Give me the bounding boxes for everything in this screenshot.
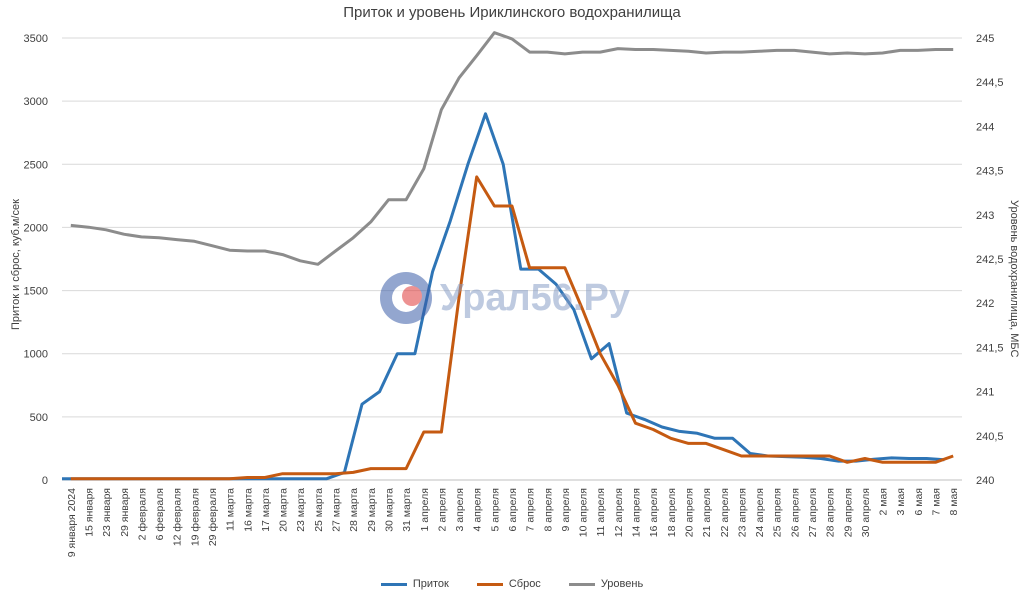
x-tick-label: 20 апреля — [683, 488, 695, 537]
x-tick-label: 27 апреля — [807, 488, 819, 537]
x-tick-label: 8 апреля — [542, 488, 554, 531]
y-tick-label-right: 241,5 — [976, 342, 1004, 354]
x-tick-label: 3 апреля — [454, 488, 466, 531]
x-tick-label: 9 апреля — [560, 488, 572, 531]
x-tick-label: 16 апреля — [648, 488, 660, 537]
x-tick-label: 24 апреля — [754, 488, 766, 537]
x-tick-label: 11 марта — [225, 488, 237, 531]
x-tick-label: 23 марта — [295, 488, 307, 532]
x-tick-label: 3 мая — [895, 488, 907, 516]
x-tick-label: 16 марта — [242, 488, 254, 532]
x-tick-label: 28 апреля — [825, 488, 837, 537]
y-tick-label-left: 0 — [42, 475, 48, 487]
watermark-text: Урал56.Ру — [440, 276, 630, 319]
y-tick-label-left: 500 — [30, 412, 48, 424]
x-tick-label: 23 января — [101, 488, 113, 537]
x-tick-label: 2 апреля — [436, 488, 448, 531]
x-tick-label: 31 марта — [401, 488, 413, 532]
legend-item: Приток — [380, 578, 449, 590]
y-tick-label-right: 244 — [976, 121, 994, 133]
y-tick-label-right: 243 — [976, 210, 994, 222]
legend-swatch — [568, 582, 595, 586]
y-axis-title-right: Уровень водохранилища, МБС — [1008, 200, 1020, 358]
series-line-3 — [70, 31, 954, 266]
watermark: Урал56.Ру — [380, 272, 630, 324]
x-tick-label: 2 мая — [878, 488, 890, 516]
x-tick-label: 15 января — [83, 488, 95, 537]
legend-swatch — [380, 582, 407, 586]
x-tick-label: 25 марта — [313, 488, 325, 532]
x-tick-label: 11 апреля — [595, 488, 607, 537]
y-tick-label-left: 3000 — [24, 96, 48, 108]
watermark-logo-icon — [380, 272, 432, 324]
legend-item: Сброс — [476, 578, 541, 590]
x-tick-label: 27 марта — [331, 488, 343, 532]
x-tick-label: 17 марта — [260, 488, 272, 532]
x-tick-label: 10 апреля — [578, 488, 590, 537]
x-tick-label: 30 марта — [383, 488, 395, 532]
legend-label: Приток — [412, 578, 449, 590]
x-tick-label: 14 апреля — [631, 488, 643, 537]
legend-swatch — [476, 582, 503, 586]
legend: Приток Сброс Уровень — [0, 578, 1024, 590]
y-tick-label-left: 1000 — [24, 349, 48, 361]
x-tick-label: 28 марта — [348, 488, 360, 532]
x-tick-label: 1 апреля — [419, 488, 431, 531]
x-tick-label: 21 апреля — [701, 488, 713, 537]
y-axis-title-left: Приток и сброс, куб.м/сек — [10, 199, 22, 330]
legend-label: Уровень — [600, 578, 644, 590]
x-tick-label: 12 февраля — [172, 488, 184, 546]
y-tick-label-right: 245 — [976, 33, 994, 45]
legend-label: Сброс — [508, 578, 541, 590]
x-tick-label: 25 апреля — [772, 488, 784, 537]
y-tick-label-left: 2000 — [24, 222, 48, 234]
x-tick-label: 2 февраля — [136, 488, 148, 540]
legend-item: Уровень — [568, 578, 644, 590]
y-tick-label-left: 3500 — [24, 33, 48, 45]
x-tick-label: 29 января — [119, 488, 131, 537]
series-line-2 — [70, 175, 954, 481]
y-tick-label-left: 2500 — [24, 159, 48, 171]
y-tick-label-right: 242 — [976, 298, 994, 310]
x-tick-label: 4 апреля — [472, 488, 484, 531]
x-tick-label: 12 апреля — [613, 488, 625, 537]
x-tick-label: 5 апреля — [489, 488, 501, 531]
x-tick-label: 29 февраля — [207, 488, 219, 546]
x-tick-label: 8 мая — [948, 488, 960, 516]
y-tick-label-left: 1500 — [24, 286, 48, 298]
x-tick-label: 19 февраля — [189, 488, 201, 546]
x-tick-label: 29 марта — [366, 488, 378, 532]
chart-title: Приток и уровень Ириклинского водохранил… — [343, 4, 681, 21]
x-tick-label: 9 января 2024 — [66, 488, 78, 557]
x-tick-label: 22 апреля — [719, 488, 731, 537]
y-tick-label-right: 244,5 — [976, 77, 1004, 89]
y-tick-label-right: 241 — [976, 387, 994, 399]
x-tick-label: 20 марта — [278, 488, 290, 532]
x-tick-label: 6 февраля — [154, 488, 166, 540]
y-tick-label-right: 242,5 — [976, 254, 1004, 266]
x-tick-label: 6 мая — [913, 488, 925, 516]
x-tick-label: 7 апреля — [525, 488, 537, 531]
x-tick-label: 29 апреля — [842, 488, 854, 537]
y-tick-label-right: 240,5 — [976, 431, 1004, 443]
x-tick-label: 6 апреля — [507, 488, 519, 531]
y-tick-label-right: 243,5 — [976, 166, 1004, 178]
x-tick-label: 26 апреля — [789, 488, 801, 537]
x-tick-label: 18 апреля — [666, 488, 678, 537]
x-tick-label: 7 мая — [931, 488, 943, 516]
x-tick-label: 23 апреля — [736, 488, 748, 537]
x-tick-label: 30 апреля — [860, 488, 872, 537]
y-tick-label-right: 240 — [976, 475, 994, 487]
